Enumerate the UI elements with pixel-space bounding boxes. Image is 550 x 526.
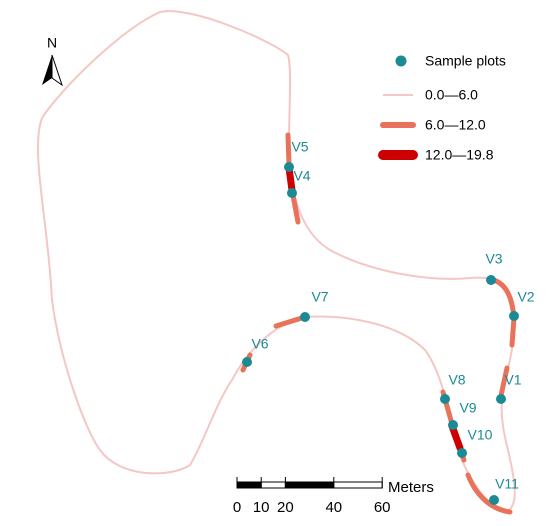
sample-plot xyxy=(287,188,297,198)
plot-label: V3 xyxy=(485,251,502,267)
legend-label: 6.0—12.0 xyxy=(425,117,486,133)
scale-label: 20 xyxy=(277,499,294,516)
legend-label: Sample plots xyxy=(425,53,506,69)
scale-label: 40 xyxy=(325,499,342,516)
plot-label: V6 xyxy=(251,336,268,352)
plot-label: V2 xyxy=(517,289,534,305)
sample-plot xyxy=(489,495,499,505)
legend-label: 0.0—6.0 xyxy=(425,87,478,103)
sample-plot xyxy=(300,312,310,322)
scale-unit: Meters xyxy=(388,479,434,496)
plot-label: V8 xyxy=(448,372,465,388)
plot-label: V4 xyxy=(293,168,310,184)
trail xyxy=(36,10,516,514)
plot-label: V9 xyxy=(459,400,476,416)
sample-plot xyxy=(509,311,519,321)
sample-plot xyxy=(242,357,252,367)
sample-plot xyxy=(496,394,506,404)
sample-plot xyxy=(486,275,496,285)
legend-dot xyxy=(395,55,407,67)
sample-plot xyxy=(284,162,294,172)
north-arrow: N xyxy=(42,35,63,87)
scale-segment xyxy=(333,481,383,489)
scale-segment xyxy=(260,481,286,489)
scale-segment xyxy=(236,481,262,489)
north-label: N xyxy=(47,35,57,51)
sample-plot xyxy=(457,448,467,458)
plot-label: V10 xyxy=(468,427,493,443)
class-segments xyxy=(240,132,517,515)
plots: V1 V2 V3 V4 V5 V6 V7 V8 V9 V10 V11 xyxy=(242,139,535,505)
scale-label: 60 xyxy=(374,499,391,516)
sample-plot xyxy=(440,394,450,404)
scale-bar: Meters 0 10 20 40 60 xyxy=(233,477,434,516)
plot-label: V5 xyxy=(291,139,308,155)
plot-label: V11 xyxy=(495,476,519,492)
legend-label: 12.0—19.8 xyxy=(425,147,494,163)
scale-label: 0 xyxy=(233,499,241,516)
sample-plot xyxy=(448,420,458,430)
scale-label: 10 xyxy=(253,499,270,516)
plot-label: V1 xyxy=(504,372,521,388)
plot-label: V7 xyxy=(311,289,328,305)
legend: Sample plots 0.0—6.0 6.0—12.0 12.0—19.8 xyxy=(378,53,506,163)
scale-segment xyxy=(284,481,335,489)
